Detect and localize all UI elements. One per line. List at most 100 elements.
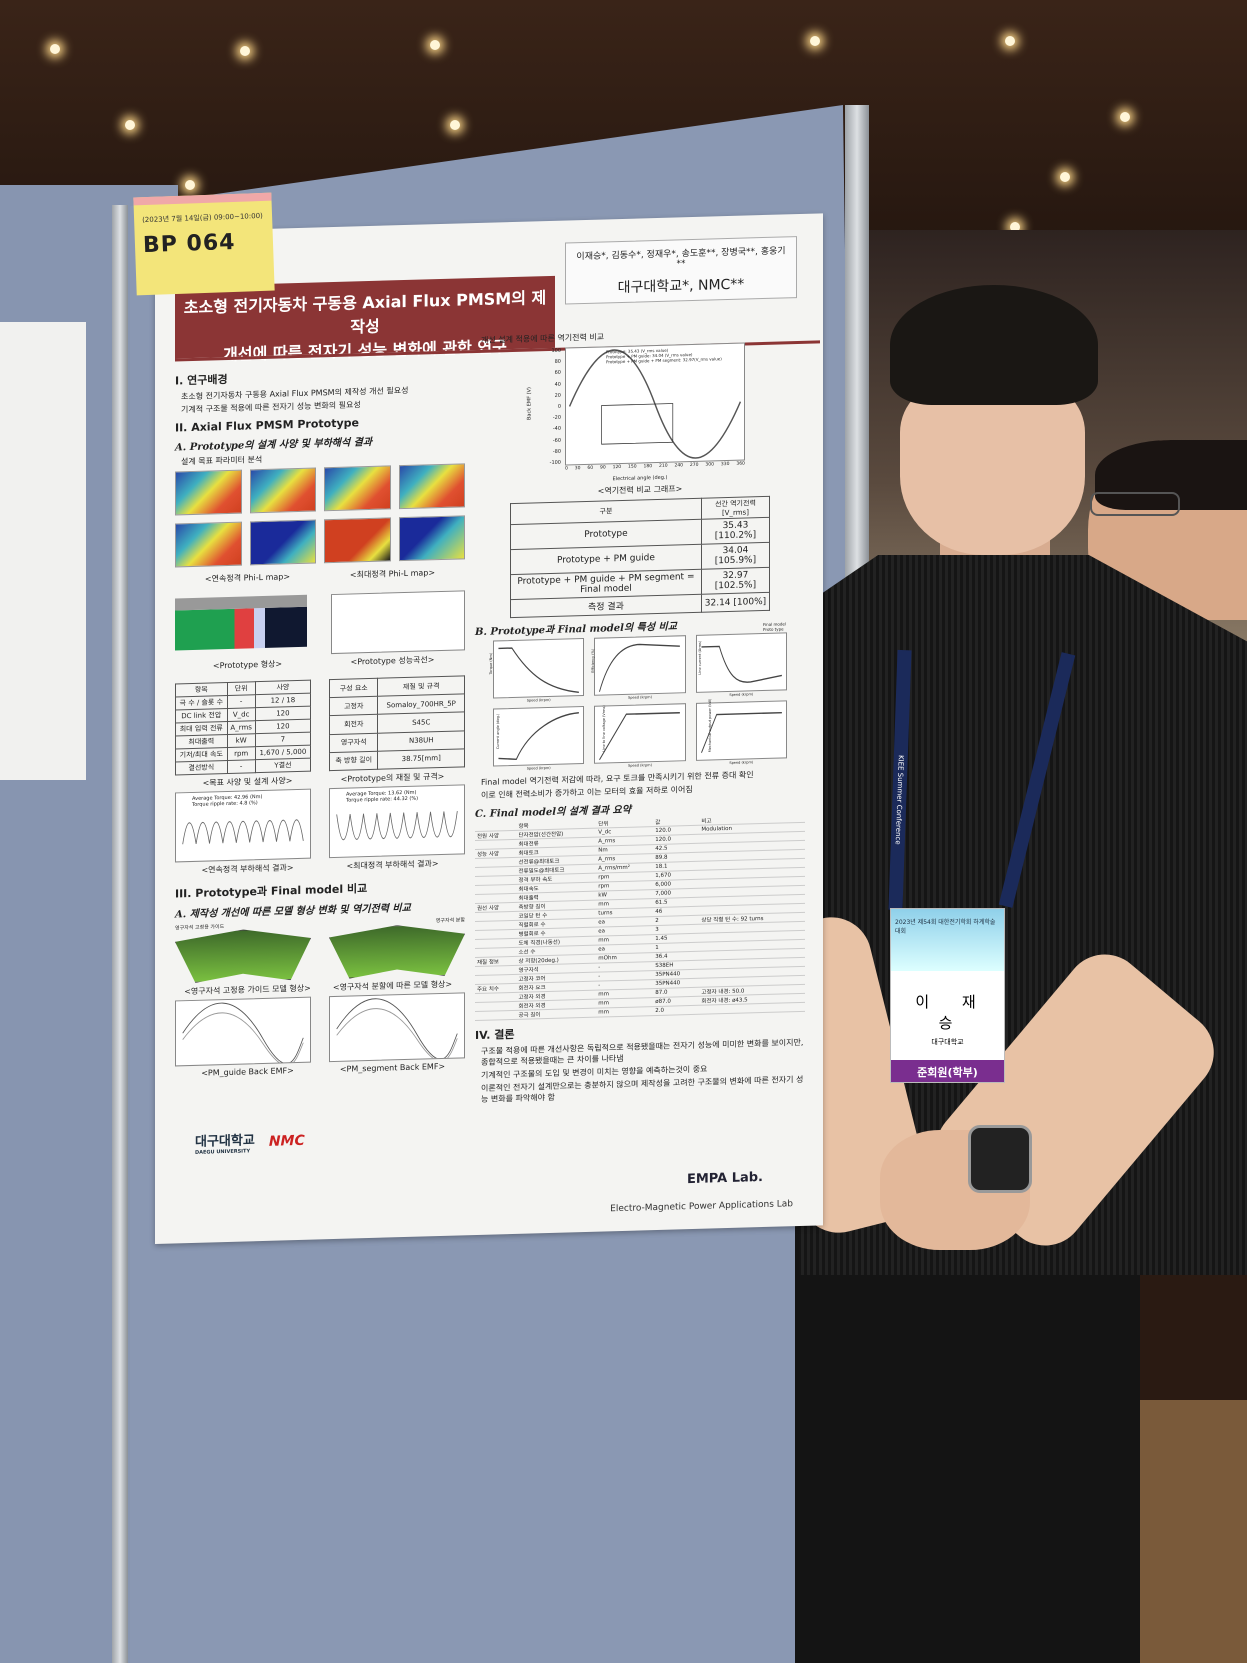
x-axis-label: Speed (krpm)	[526, 697, 551, 703]
table-cell: A_rms	[227, 720, 256, 735]
phi-l-map	[175, 469, 242, 516]
table-cell: 32.14 [100%]	[701, 592, 770, 613]
presenter-hair	[890, 285, 1098, 405]
background-person-hair	[1095, 440, 1247, 510]
table-cell: S45C	[377, 712, 465, 733]
phi-l-map	[249, 519, 316, 566]
x-tick-label: 60	[587, 465, 594, 471]
left-column: I. 연구배경 초소형 전기자동차 구동용 Axial Flux PMSM의 제…	[175, 358, 465, 1081]
column-header: 구성 요소	[329, 678, 378, 698]
phi-l-map	[175, 521, 242, 568]
y-axis-label: Line current (Arms)	[697, 640, 702, 675]
caption: <최대정격 Phi-L map>	[349, 568, 436, 580]
caption: <연속정격 Phi-L map>	[204, 572, 291, 584]
empa-lab-logo: EMPA Lab.	[686, 1170, 763, 1188]
back-emf-chart: Back EMF (V) 100 80 60 40 20 0 -20 -40 -60 -80 -10…	[527, 342, 745, 479]
y-axis-label: Current angle (deg.)	[495, 713, 500, 750]
legend-text: Proto type	[763, 626, 784, 633]
pm-segment-emf-plot	[329, 992, 465, 1063]
x-tick-label: 120	[612, 464, 622, 471]
x-tick-label: 0	[565, 466, 568, 472]
y-tick-label: 100	[551, 347, 561, 354]
x-tick-label: 360	[736, 461, 745, 467]
torque-plot-max: Average Torque: 13.62 (Nm) Torque ripple …	[329, 784, 465, 859]
x-tick-label: 270	[689, 462, 699, 469]
characteristic-plot: Torque (Nm) Speed (krpm)	[489, 638, 585, 703]
caption: <PM_guide Back EMF>	[201, 1066, 294, 1078]
x-tick-label: 30	[574, 466, 581, 472]
x-axis-label: Speed (krpm)	[526, 765, 551, 771]
spec-table: 항목 단위 사양 극 수 / 슬롯 수 -12 / 18 DC link 전압 V_dc 12…	[175, 680, 311, 776]
x-tick-label: 150	[628, 464, 637, 470]
y-axis-label: Mechanical output power (kW)	[707, 698, 712, 753]
characteristic-plot: Mechanical output power (kW) Speed (krpm)	[695, 698, 787, 765]
presenter-pants	[795, 1210, 1140, 1663]
session-time: (2023년 7월 14일(금) 09:00~10:00)	[141, 211, 263, 225]
y-tick-label: -40	[552, 425, 561, 433]
x-tick-label: 240	[674, 463, 684, 469]
characteristic-plot: Current angle (deg.) Speed (krpm)	[493, 706, 585, 771]
column-header: 선간 역기전력 [V_rms]	[701, 496, 770, 520]
characteristic-plots: Torque (Nm) Speed (krpm) Efficiency (%) Spe…	[475, 621, 805, 771]
affiliation: 대구대학교*, NMC**	[617, 276, 745, 297]
caption: <최대정격 부하해석 결과>	[346, 859, 439, 871]
phi-l-maps	[175, 463, 465, 568]
table-cell: 35.43 [110.2%]	[701, 517, 770, 545]
y-tick-label: -20	[552, 414, 561, 422]
y-tick-label: 40	[554, 381, 561, 388]
poster-code: BP 064	[142, 229, 236, 259]
back-emf-plot-area: Prototype: 35.43 (V_rms value) Prototype…	[565, 342, 745, 466]
y-axis-ticks: 100 80 60 40 20 0 -20 -40 -60 -80 -100	[543, 348, 561, 467]
y-axis-label: Efficiency (%)	[591, 648, 596, 673]
phi-l-map	[324, 517, 391, 564]
table-cell: 38.75[mm]	[377, 748, 465, 770]
x-axis-label: Speed (krpm)	[729, 692, 754, 697]
y-tick-label: -80	[552, 448, 561, 455]
table-cell: V_dc	[227, 707, 256, 722]
performance-curves-image	[331, 590, 465, 655]
caption: <목표 사양 및 설계 사양>	[202, 776, 293, 788]
y-axis-label: Torque (Nm)	[488, 652, 493, 675]
poster-number-tag: (2023년 7월 14일(금) 09:00~10:00) BP 064	[133, 192, 275, 296]
table-cell: Y결선	[255, 758, 311, 773]
pm-segment-model-image	[329, 923, 465, 979]
badge-school: 대구대학교	[931, 1038, 964, 1046]
x-tick-label: 210	[658, 463, 668, 469]
table-cell: 영구자석	[329, 732, 378, 753]
legend: Final model Proto type	[763, 621, 786, 632]
table-cell	[475, 1010, 517, 1021]
caption: <영구자석 고정용 가이드 모델 형상>	[184, 983, 311, 997]
phi-l-map	[324, 465, 391, 512]
table-cell: 공극 길이	[516, 1008, 597, 1020]
y-tick-label: 80	[554, 358, 561, 366]
table-cell: mm	[596, 1006, 654, 1018]
prototype-shape-image	[175, 594, 307, 651]
characteristic-plot: Line current (Arms) Speed (krpm) Final mod…	[695, 621, 787, 697]
table-cell: rpm	[227, 746, 256, 761]
y-tick-label: 0	[557, 403, 561, 410]
y-axis-label: Back EMF (V)	[526, 386, 533, 421]
torque-plot-continuous: Average Torque: 42.96 (Nm) Torque ripple …	[175, 788, 311, 863]
caption: <연속정격 부하해석 결과>	[201, 863, 294, 875]
right-column: 개선 설계 적용에 따른 역기전력 비교 Back EMF (V) 100 80 6…	[475, 324, 805, 1107]
phi-l-map	[398, 515, 465, 562]
smartwatch	[968, 1125, 1032, 1193]
caption: <Prototype의 재질 및 규격>	[340, 771, 445, 784]
badge-role: 준회원(학부)	[891, 1060, 1004, 1082]
table-row: 축 방향 길이 38.75[mm]	[329, 748, 465, 771]
table-cell: N38UH	[377, 730, 465, 752]
table-cell: 결선방식	[175, 760, 228, 775]
y-tick-label: 20	[554, 392, 561, 399]
caption: <PM_segment Back EMF>	[339, 1061, 446, 1074]
x-axis-label: Speed (krpm)	[628, 695, 652, 700]
phi-l-map	[398, 463, 465, 510]
caption: <영구자석 분할에 따른 모델 형상>	[332, 979, 453, 993]
daegu-university-logo: 대구대학교 DAEGU UNIVERSITY	[195, 1129, 255, 1156]
badge-event: 2023년 제54회 대한전기학회 하계학술대회	[891, 909, 1004, 971]
name-badge: 2023년 제54회 대한전기학회 하계학술대회 이 재 승 대구대학교 준회원…	[890, 908, 1005, 1083]
author-box: 이재승*, 김동수*, 정재우*, 송도훈**, 장병국**, 홍웅기** 대구…	[565, 236, 797, 305]
table-cell: kW	[227, 733, 256, 748]
logo-text: DAEGU UNIVERSITY	[195, 1148, 251, 1156]
legend: Average Torque: 13.62 (Nm) Torque ripple …	[346, 790, 418, 804]
nmc-logo: NMC	[268, 1132, 305, 1150]
